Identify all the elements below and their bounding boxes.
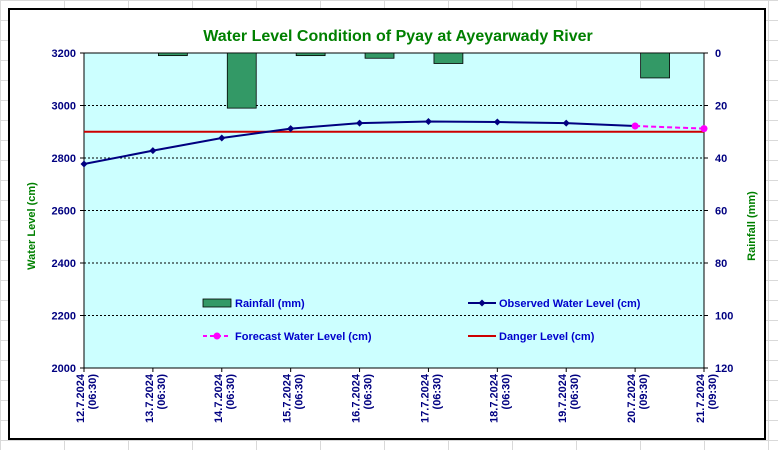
- rainfall-bar: [364, 52, 395, 59]
- legend-forecast-label: Forecast Water Level (cm): [235, 331, 372, 343]
- x-tick-label: 16.7.2024(06:30): [351, 373, 375, 423]
- y2-tick-label: 120: [715, 363, 733, 375]
- y-tick-label: 2400: [52, 258, 76, 270]
- y-tick-label: 3200: [52, 48, 76, 60]
- observed-point: [80, 160, 88, 168]
- y-tick-label: 2600: [52, 206, 76, 218]
- x-tick-label: 19.7.2024(06:30): [557, 373, 581, 423]
- y-tick-label: 2800: [52, 153, 76, 165]
- y2-tick-label: 40: [715, 153, 727, 165]
- rainfall-bar: [433, 52, 464, 64]
- rainfall-bar: [640, 52, 670, 79]
- rainfall-bar: [226, 52, 257, 109]
- legend: Rainfall (mm) Observed Water Level (cm) Fo…: [202, 298, 641, 343]
- x-tick-label: 15.7.2024(06:30): [282, 373, 306, 423]
- y2-axis-title: Rainfall (mm): [746, 191, 758, 261]
- forecast-point: [631, 122, 639, 130]
- observed-point: [493, 118, 501, 126]
- legend-observed-marker: [478, 299, 486, 307]
- x-tick-label: 18.7.2024(06:30): [488, 373, 512, 423]
- x-tick-label: 21.7.2024(09:30): [695, 373, 719, 423]
- rainfall-bar: [157, 52, 188, 57]
- x-tick-label: 12.7.2024(06:30): [75, 373, 99, 423]
- x-tick-label: 14.7.2024(06:30): [213, 373, 237, 423]
- observed-point: [218, 134, 226, 142]
- observed-point: [287, 125, 295, 133]
- forecast-point: [700, 125, 708, 133]
- forecast-water-level-line: [635, 124, 705, 130]
- y-tick-label: 2200: [52, 311, 76, 323]
- legend-danger-label: Danger Level (cm): [499, 331, 595, 343]
- y2-tick-label: 0: [715, 48, 721, 60]
- y2-tick-label: 100: [715, 311, 733, 323]
- observed-point: [562, 119, 570, 127]
- legend-rainfall-label: Rainfall (mm): [235, 298, 305, 310]
- observed-point: [149, 147, 157, 155]
- legend-rainfall-swatch: [202, 298, 232, 308]
- y2-tick-label: 20: [715, 101, 727, 113]
- legend-observed-label: Observed Water Level (cm): [499, 298, 641, 310]
- observed-point: [424, 118, 432, 126]
- y-tick-label: 3000: [52, 101, 76, 113]
- x-tick-label: 13.7.2024(06:30): [144, 373, 168, 423]
- y-tick-label: 2000: [52, 363, 76, 375]
- y2-tick-label: 60: [715, 206, 727, 218]
- x-tick-label: 17.7.2024(06:30): [419, 373, 443, 423]
- chart-title: Water Level Condition of Pyay at Ayeyarw…: [203, 28, 592, 45]
- legend-forecast-marker: [213, 332, 221, 340]
- observed-point: [356, 119, 364, 127]
- y2-tick-label: 80: [715, 258, 727, 270]
- x-tick-label: 20.7.2024(09:30): [626, 373, 650, 423]
- rainfall-bar: [295, 52, 326, 57]
- y-axis-title: Water Level (cm): [26, 182, 38, 270]
